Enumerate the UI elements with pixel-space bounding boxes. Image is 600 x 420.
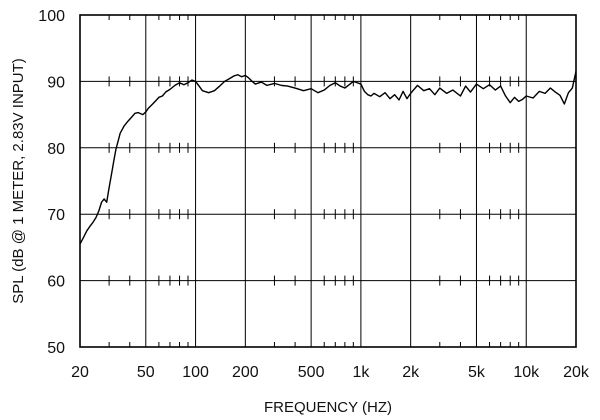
spl-response-line (79, 71, 577, 245)
x-tick-label: 10k (513, 364, 540, 381)
y-tick-label: 50 (47, 340, 65, 357)
x-tick-label: 100 (182, 364, 209, 381)
x-axis-tick-labels: 20 50 100 200 500 1k 2k 5k 10k 20k (71, 364, 590, 381)
x-axis-title: FREQUENCY (HZ) (264, 399, 392, 416)
grid (79, 14, 577, 348)
x-tick-label: 50 (137, 364, 155, 381)
y-tick-label: 90 (47, 74, 65, 91)
x-tick-label: 5k (468, 364, 486, 381)
minor-ticks (108, 15, 520, 347)
y-axis-title: SPL (dB @ 1 METER, 2.83V INPUT) (10, 58, 27, 304)
x-tick-label: 20 (71, 364, 89, 381)
plot-frame (79, 14, 577, 348)
y-tick-label: 80 (47, 141, 65, 158)
x-tick-label: 2k (402, 364, 420, 381)
x-tick-label: 1k (352, 364, 370, 381)
x-tick-label: 200 (232, 364, 259, 381)
x-tick-label: 500 (298, 364, 325, 381)
y-tick-label: 60 (47, 274, 65, 291)
y-tick-label: 100 (38, 8, 65, 25)
y-tick-label: 70 (47, 207, 65, 224)
y-axis-tick-labels: 50 60 70 80 90 100 (38, 8, 65, 357)
x-tick-label: 20k (563, 364, 590, 381)
